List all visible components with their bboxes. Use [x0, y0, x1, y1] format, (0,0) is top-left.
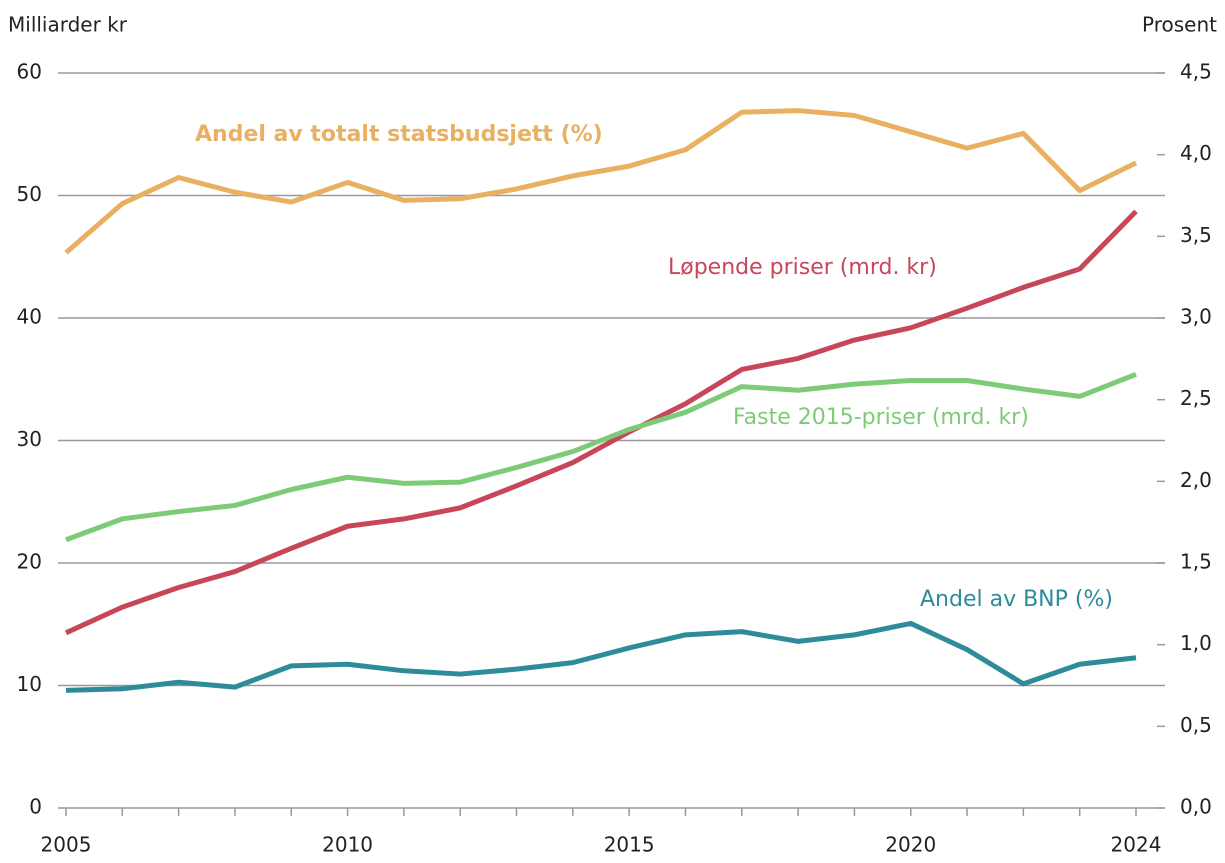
y2-tick-label: 2,0: [1180, 468, 1212, 492]
y2-tick-label: 4,0: [1180, 141, 1212, 165]
y2-axis-title: Prosent: [1142, 13, 1217, 37]
series-line: [64, 108, 1138, 255]
y-tick-label: 10: [17, 672, 42, 696]
series-line: [65, 372, 1137, 543]
y-axis-title: Milliarder kr: [8, 13, 128, 37]
y-tick-label: 50: [17, 182, 42, 206]
series-label: Andel av totalt statsbudsjett (%): [195, 122, 603, 147]
y2-tick-label: 3,0: [1180, 305, 1212, 329]
y-tick-label: 0: [29, 795, 42, 819]
series-line: [64, 209, 1138, 636]
y-tick-label: 30: [17, 427, 42, 451]
y2-tick-label: 0,0: [1180, 795, 1212, 819]
x-tick-label: 2010: [322, 833, 373, 857]
x-tick-label: 2005: [41, 833, 92, 857]
y-tick-label: 40: [17, 305, 42, 329]
y2-tick-label: 1,5: [1180, 550, 1212, 574]
x-tick-label: 2024: [1111, 833, 1162, 857]
y2-tick-label: 1,0: [1180, 631, 1212, 655]
y-tick-label: 60: [17, 60, 42, 84]
y2-tick-label: 3,5: [1180, 223, 1212, 247]
series-label: Faste 2015-priser (mrd. kr): [733, 405, 1029, 430]
y2-tick-label: 0,5: [1180, 713, 1212, 737]
x-tick-label: 2015: [604, 833, 655, 857]
series-label: Løpende priser (mrd. kr): [668, 255, 937, 280]
x-tick-label: 2020: [885, 833, 936, 857]
series-line: [65, 620, 1137, 693]
series-label: Andel av BNP (%): [920, 587, 1113, 612]
y2-tick-label: 2,5: [1180, 386, 1212, 410]
y2-tick-label: 4,5: [1180, 60, 1212, 84]
y-tick-label: 20: [17, 550, 42, 574]
